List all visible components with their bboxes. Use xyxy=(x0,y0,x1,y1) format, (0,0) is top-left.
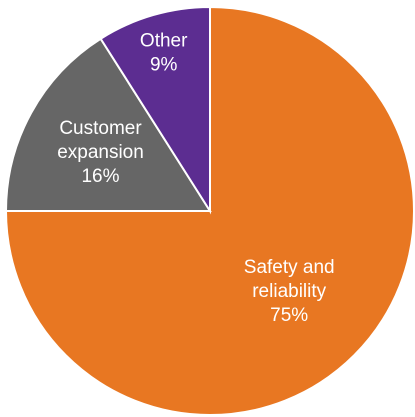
slice-percent-label: 16% xyxy=(81,166,119,187)
slice-category-label: Safety and xyxy=(244,257,335,278)
slice-category-label: Customer xyxy=(59,118,142,139)
pie-slice-other xyxy=(99,5,211,215)
slice-label-safety-and-reliability: Safety and reliability 75% xyxy=(244,257,335,326)
slice-label-customer-expansion: Customer expansion 16% xyxy=(57,118,144,187)
slice-percent-label: 9% xyxy=(150,55,178,76)
pie-slices xyxy=(4,5,415,416)
slice-label-other: Other 9% xyxy=(140,31,188,76)
pie-labels: Safety and reliability 75% Customer expansio… xyxy=(57,31,334,327)
slice-category-label: Other xyxy=(140,31,188,52)
pie-slice-customer-expansion xyxy=(4,37,212,212)
slice-category-label: expansion xyxy=(57,142,144,163)
slice-category-label: reliability xyxy=(252,281,326,302)
slice-percent-label: 75% xyxy=(270,305,308,326)
